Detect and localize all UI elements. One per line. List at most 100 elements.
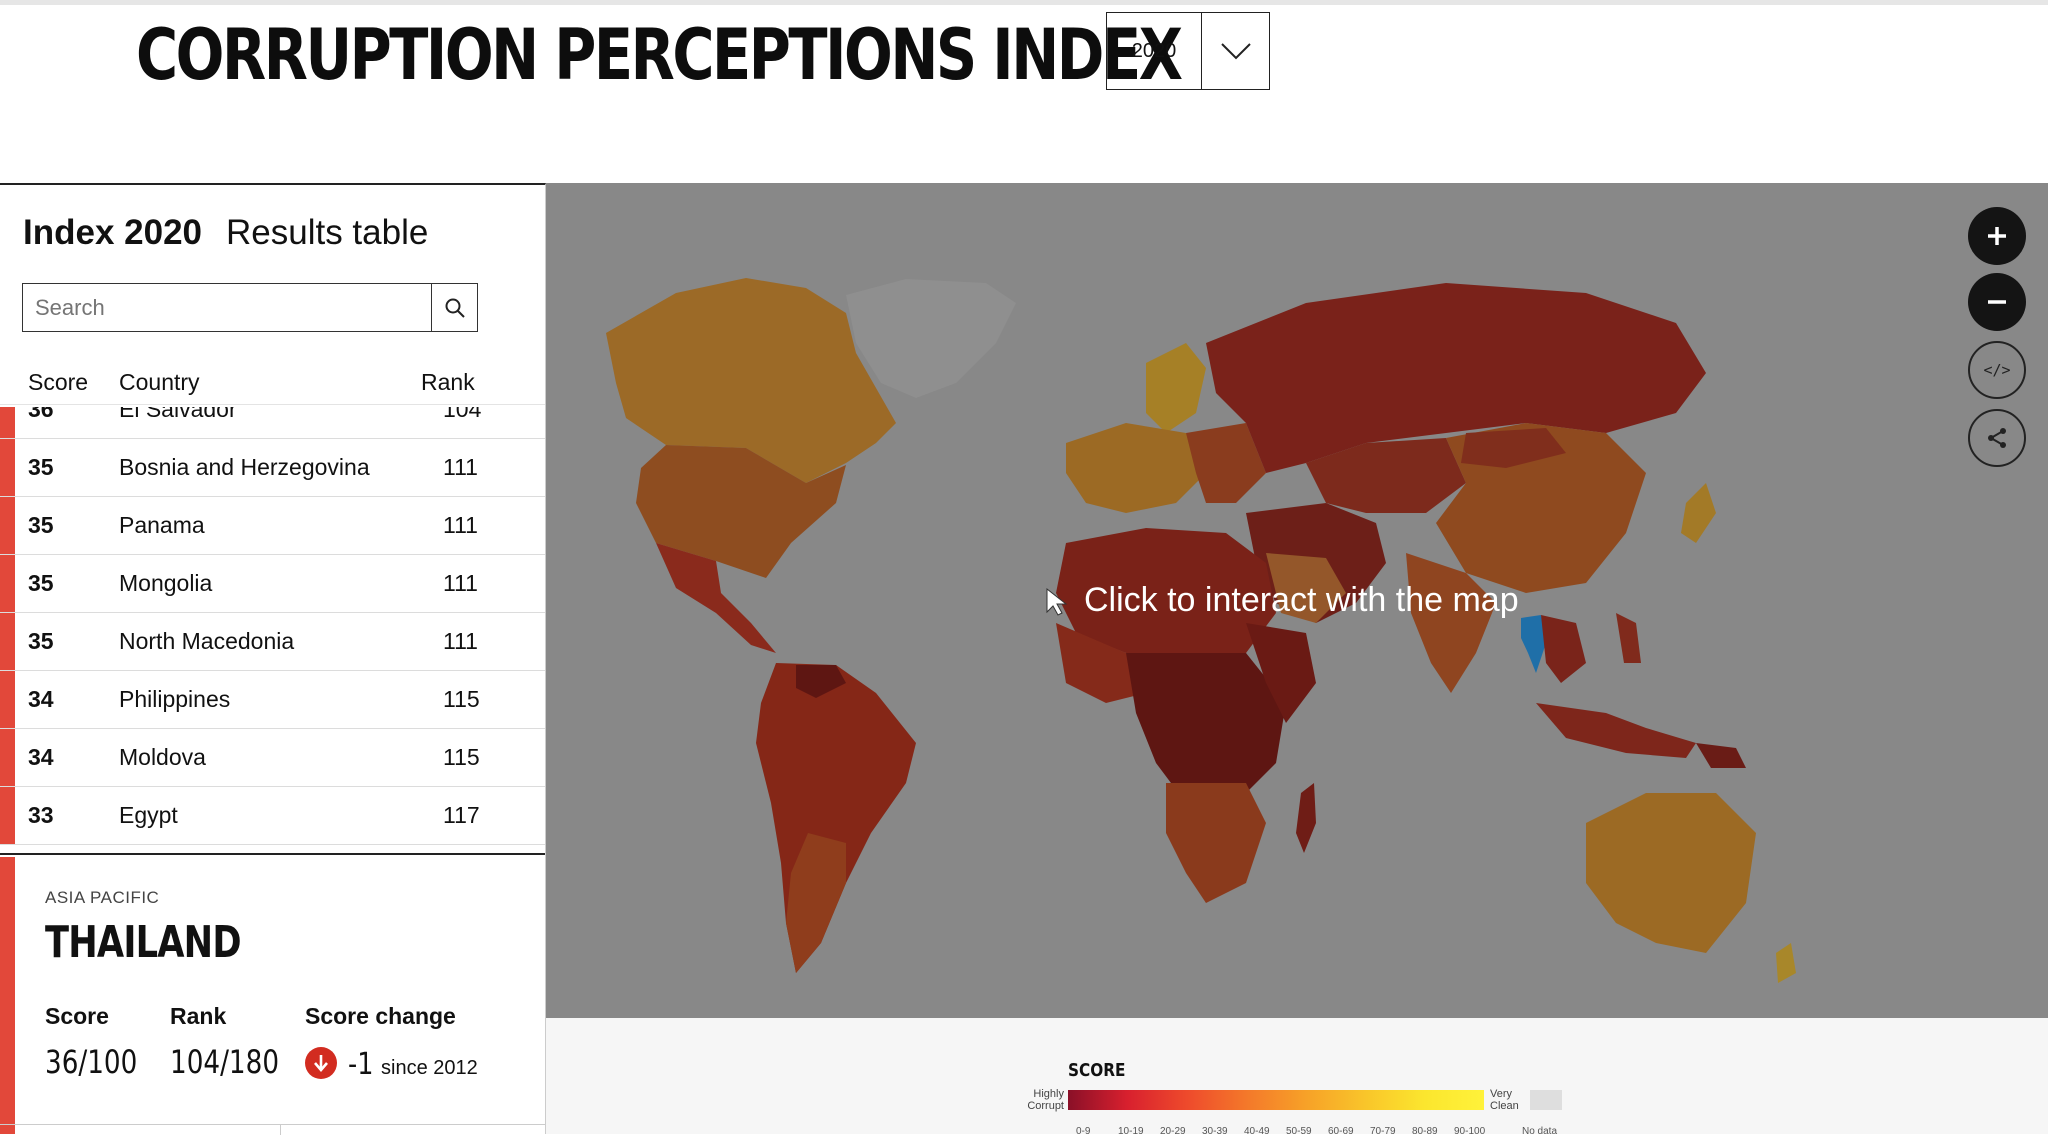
score-color-bar	[0, 729, 15, 786]
map-region-scandinavia	[1146, 343, 1206, 433]
table-row[interactable]: 34 Moldova 115	[0, 729, 545, 787]
results-panel: Index 2020 Results table Score Country Ra…	[0, 183, 546, 1134]
map-region-thailand	[1521, 615, 1546, 673]
search-input[interactable]	[23, 284, 431, 331]
legend-bin: 0-9	[1076, 1126, 1091, 1137]
share-button[interactable]	[1968, 409, 2026, 467]
column-header-score[interactable]: Score	[28, 369, 89, 395]
column-header-country[interactable]: Country	[119, 369, 200, 395]
score-label: Score	[45, 1003, 109, 1029]
legend-low-label-line2: Corrupt	[1027, 1100, 1064, 1112]
top-rule	[0, 0, 2048, 5]
search-button[interactable]	[431, 284, 477, 331]
row-country: Philippines	[119, 686, 231, 712]
region-label: ASIA PACIFIC	[45, 888, 160, 907]
row-score: 35	[28, 628, 54, 654]
rank-value: 104/180	[170, 1043, 280, 1081]
map-region-papua-new-guinea	[1696, 743, 1746, 768]
table-row[interactable]: 33 Egypt 117	[0, 787, 545, 845]
panel-divider	[0, 853, 545, 855]
table-row[interactable]: 35 North Macedonia 111	[0, 613, 545, 671]
row-rank: 111	[443, 454, 478, 480]
map-region-venezuela	[796, 665, 846, 698]
page-title: CORRUPTION PERCEPTIONS INDEX	[136, 14, 1183, 96]
row-rank: 115	[443, 686, 480, 712]
score-color-bar	[0, 787, 15, 844]
table-row[interactable]: 35 Bosnia and Herzegovina 111	[0, 439, 545, 497]
map-region-mexico	[656, 543, 776, 653]
row-country: Egypt	[119, 802, 178, 828]
table-row[interactable]: 35 Panama 111	[0, 497, 545, 555]
legend-bin: 90-100	[1454, 1126, 1486, 1137]
search-icon	[445, 298, 465, 318]
map-region-russia	[1206, 283, 1706, 473]
map-region-southeast-asia	[1541, 615, 1586, 683]
row-rank: 111	[443, 628, 478, 654]
table-header: Score Country Rank	[0, 363, 545, 405]
detail-tabs	[0, 1124, 546, 1135]
zoom-in-button[interactable]	[1968, 207, 2026, 265]
map-region-philippines	[1616, 613, 1641, 663]
chevron-down-icon[interactable]	[1202, 13, 1269, 89]
legend-high-label-line2: Clean	[1490, 1100, 1519, 1112]
score-change-label: Score change	[305, 1003, 456, 1029]
table-row[interactable]: 36 El Salvador 104	[0, 407, 545, 439]
legend-low-label: Highly Corrupt	[1026, 1088, 1064, 1112]
row-score: 36	[28, 407, 54, 422]
map-region-east-africa	[1246, 623, 1316, 723]
legend-no-data-label: No data	[1522, 1126, 1558, 1137]
row-country: Bosnia and Herzegovina	[119, 454, 370, 480]
row-rank: 117	[443, 802, 480, 828]
row-rank: 111	[443, 570, 478, 596]
row-score: 35	[28, 570, 54, 596]
world-map[interactable]: Click to interact with the map </>	[546, 183, 2048, 1018]
table-row[interactable]: 35 Mongolia 111	[0, 555, 545, 613]
legend-no-data-swatch	[1530, 1090, 1562, 1110]
arrow-down-icon	[305, 1047, 337, 1079]
map-region-australia	[1586, 793, 1756, 953]
embed-button[interactable]: </>	[1968, 341, 2026, 399]
map-region-usa	[636, 445, 846, 578]
map-region-indonesia	[1536, 703, 1696, 758]
country-detail-card: ASIA PACIFIC THAILAND Score Rank Score c…	[0, 857, 545, 1134]
row-score: 34	[28, 744, 54, 770]
legend-bin: 10-19	[1118, 1126, 1144, 1137]
score-color-bar	[0, 613, 15, 670]
world-map-graphic	[606, 278, 1796, 983]
map-region-madagascar	[1296, 783, 1316, 853]
map-region-mongolia	[1461, 428, 1566, 468]
row-score: 33	[28, 802, 54, 828]
legend-high-label-line1: Very	[1490, 1088, 1513, 1100]
map-region-north-africa	[1056, 528, 1276, 663]
map-legend: SCORE Highly Corrupt Very Clean 0-9 10-1…	[546, 1018, 2048, 1137]
map-interact-prompt[interactable]: Click to interact with the map	[1044, 581, 1519, 620]
table-row[interactable]: 34 Philippines 115	[0, 671, 545, 729]
map-region-west-africa	[1056, 623, 1146, 703]
score-change-since: since 2012	[381, 1057, 478, 1079]
legend-high-label: Very Clean	[1490, 1088, 1519, 1112]
year-select[interactable]: 2020	[1106, 12, 1270, 90]
legend-bin: 70-79	[1370, 1126, 1396, 1137]
score-color-bar	[0, 407, 15, 438]
index-title: Index 2020	[23, 213, 202, 252]
map-region-western-europe	[1066, 423, 1206, 513]
plus-icon	[1988, 227, 2006, 245]
year-select-value: 2020	[1107, 13, 1202, 89]
score-value: 36/100	[45, 1043, 138, 1081]
row-country: Mongolia	[119, 570, 213, 596]
row-rank: 104	[443, 407, 482, 422]
zoom-out-button[interactable]	[1968, 273, 2026, 331]
column-header-rank[interactable]: Rank	[421, 369, 475, 395]
score-color-bar	[0, 857, 15, 1134]
map-region-southern-africa	[1166, 783, 1266, 903]
code-icon: </>	[1983, 361, 2011, 379]
legend-bin: 30-39	[1202, 1126, 1228, 1137]
row-rank: 111	[443, 512, 478, 538]
cursor-arrow-icon	[1046, 587, 1068, 616]
score-change-value: -1	[348, 1047, 374, 1082]
legend-bins: 0-9 10-19 20-29 30-39 40-49 50-59 60-69 …	[1076, 1126, 1557, 1137]
legend-bin: 20-29	[1160, 1126, 1186, 1137]
map-region-argentina	[786, 833, 846, 973]
score-color-bar	[0, 497, 15, 554]
legend-title: SCORE	[1068, 1060, 1126, 1081]
